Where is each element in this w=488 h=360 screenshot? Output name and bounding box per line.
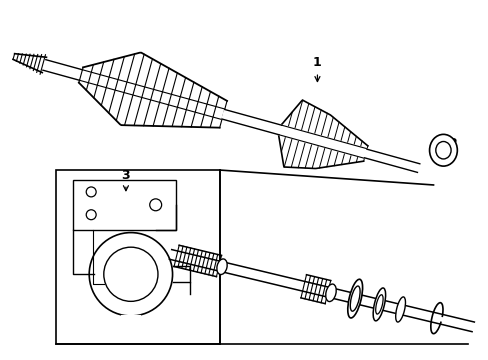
Polygon shape [169,249,473,332]
Ellipse shape [349,286,359,311]
Ellipse shape [347,279,362,318]
Ellipse shape [372,288,385,321]
Ellipse shape [103,247,158,301]
Text: 2: 2 [445,137,457,159]
Ellipse shape [86,187,96,197]
Ellipse shape [86,210,96,220]
Polygon shape [364,149,419,172]
Polygon shape [279,125,366,158]
Ellipse shape [428,134,456,166]
Bar [56,170,220,344]
Ellipse shape [89,233,172,316]
Bar [73,180,175,230]
Ellipse shape [375,295,382,314]
Ellipse shape [325,284,336,302]
Polygon shape [222,109,281,135]
Polygon shape [43,60,82,80]
Ellipse shape [395,297,405,322]
Ellipse shape [216,259,227,275]
Text: 1: 1 [312,57,321,82]
Polygon shape [80,70,224,120]
Ellipse shape [435,141,450,159]
Ellipse shape [149,199,162,211]
Text: 3: 3 [122,168,130,191]
